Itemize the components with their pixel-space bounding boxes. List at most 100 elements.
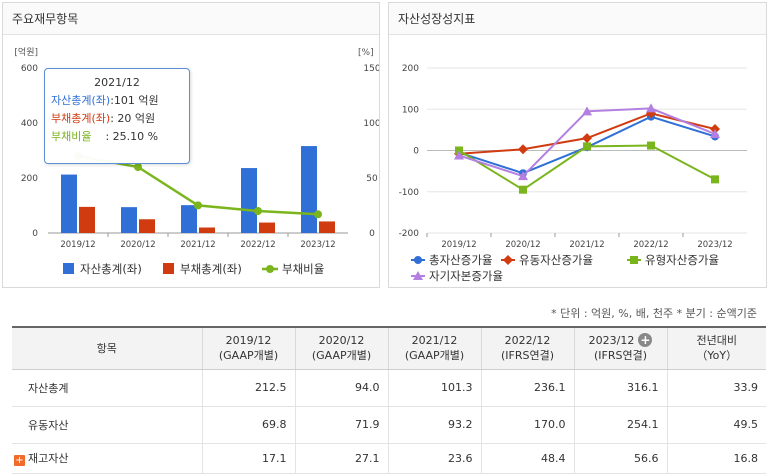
asset-bar: [61, 174, 77, 233]
table-row: + 재고자산 17.1 27.1 23.6 48.4 56.6 16.8: [12, 443, 766, 474]
row-label: 재고자산: [28, 452, 69, 465]
data-point: [518, 144, 528, 155]
legend-label: 유동자산증가율: [519, 253, 593, 267]
liability-bar: [199, 227, 215, 233]
header-col: 전년대비 （YoY）: [666, 326, 766, 370]
cell: 236.1: [480, 369, 574, 407]
header-year: 2019/12: [225, 334, 272, 348]
x-tick-label: 2021/12: [180, 240, 215, 250]
header-col: 2020/12 (GAAP개별): [294, 326, 388, 370]
x-tick-label: 2020/12: [505, 240, 540, 250]
debt-ratio-point: [254, 207, 262, 215]
header-basis: (GAAP개별): [311, 349, 372, 363]
cell: 27.1: [294, 443, 388, 474]
right-axis-unit: [%]: [358, 48, 374, 58]
y-tick-left: 600: [21, 64, 38, 74]
header-basis: (GAAP개별): [218, 349, 279, 363]
debt-ratio-point: [134, 163, 142, 171]
header-col: 2023/12 + (IFRS연결): [573, 326, 667, 370]
tooltip-assets-label: 자산총계(좌): [51, 94, 111, 107]
financial-table: 항목 2019/12 (GAAP개별) 2020/12 (GAAP개별) 2021/…: [12, 326, 766, 474]
data-point: [582, 133, 592, 144]
asset-growth-chart: -200 -100 0 100 200 2019/12 2020/12 2021/12 2022…: [399, 64, 747, 283]
cell: 69.8: [201, 406, 295, 444]
y-tick: 0: [413, 147, 419, 157]
header-col: 2021/12 (GAAP개별): [387, 326, 481, 370]
legend-swatch: [63, 263, 74, 274]
row-label: 유동자산: [12, 406, 202, 444]
data-point: [503, 255, 513, 265]
chart-tooltip: 2021/12 자산총계(좌):101 억원 부채총계(좌): 20 억원 부채…: [44, 68, 190, 164]
header-basis: (IFRS연결): [500, 349, 555, 363]
cell: 254.1: [573, 406, 667, 444]
table-header-row: 항목 2019/12 (GAAP개별) 2020/12 (GAAP개별) 2021/…: [12, 326, 766, 370]
header-year: 2023/12: [588, 334, 635, 348]
y-tick-left: 400: [21, 119, 38, 129]
cell: 16.8: [666, 443, 766, 474]
expand-plus-icon[interactable]: +: [14, 455, 25, 466]
y-tick: 200: [402, 64, 419, 74]
data-point: [519, 185, 527, 194]
data-point: [413, 271, 423, 280]
cell: 93.2: [387, 406, 481, 444]
legend-label: 부채비율: [282, 262, 324, 276]
header-year: 2020/12: [318, 334, 365, 348]
legend-label: 자기자본증가율: [429, 269, 503, 283]
tooltip-liabilities-value: : 20 억원: [110, 112, 156, 125]
liability-bar: [319, 221, 335, 233]
cell: 316.1: [573, 369, 667, 407]
legend-swatch-point: [266, 265, 274, 273]
y-tick-left: 0: [32, 229, 38, 239]
tooltip-debt-ratio-value: : 25.10 %: [105, 130, 159, 143]
y-tick-right: 0: [369, 229, 375, 239]
asset-bar: [121, 207, 137, 233]
tooltip-debt-ratio-label: 부채비율: [51, 130, 92, 143]
asset-bar: [241, 168, 257, 233]
cell: 212.5: [201, 369, 295, 407]
y-tick-right: 150: [363, 64, 379, 74]
header-year: 2022/12: [504, 334, 551, 348]
liability-bar: [139, 219, 155, 233]
data-point: [647, 141, 655, 150]
header-year: 2021/12: [411, 334, 458, 348]
legend-label: 총자산증가율: [429, 253, 492, 267]
y-tick: 100: [402, 105, 419, 115]
row-label-expandable[interactable]: + 재고자산: [12, 443, 202, 474]
header-basis: (IFRS연결): [593, 349, 648, 363]
data-point: [582, 106, 592, 116]
tooltip-assets-value: :101 억원: [110, 94, 159, 107]
y-tick: -200: [399, 229, 420, 239]
data-point: [518, 171, 528, 181]
header-year: 전년대비: [696, 334, 737, 348]
left-axis-unit: [억원]: [14, 46, 38, 58]
table-row: 자산총계 212.5 94.0 101.3 236.1 316.1 33.9: [12, 369, 766, 407]
y-tick-right: 50: [366, 174, 378, 184]
cell: 48.4: [480, 443, 574, 474]
cell: 33.9: [666, 369, 766, 407]
unit-note: * 단위 : 억원, %, 배, 천주 * 분기 : 순액기준: [551, 307, 757, 320]
x-tick-label: 2020/12: [120, 240, 155, 250]
cell: 101.3: [387, 369, 481, 407]
y-tick-right: 100: [363, 119, 379, 129]
y-tick: -100: [399, 188, 420, 198]
data-point: [454, 150, 464, 160]
data-point: [711, 175, 719, 184]
header-basis: (GAAP개별): [404, 349, 465, 363]
data-point: [414, 256, 422, 264]
tooltip-date: 2021/12: [94, 76, 140, 89]
tooltip-liabilities-label: 부채총계(좌): [51, 112, 111, 125]
x-tick-label: 2019/12: [441, 240, 476, 250]
x-tick-label: 2023/12: [300, 240, 335, 250]
add-column-icon[interactable]: +: [638, 333, 653, 348]
data-point: [630, 256, 638, 264]
cell: 94.0: [294, 369, 388, 407]
key-financials-chart: [억원] [%] 0 200 400 600 0 50 100 150 2019/12 2020/12…: [14, 46, 379, 276]
liability-bar: [79, 206, 95, 233]
liability-bar: [259, 222, 275, 233]
x-tick-label: 2023/12: [697, 240, 732, 250]
cell: 56.6: [573, 443, 667, 474]
cell: 23.6: [387, 443, 481, 474]
asset-bar: [301, 146, 317, 233]
legend-label: 자산총계(좌): [80, 262, 142, 276]
x-tick-label: 2019/12: [60, 240, 95, 250]
